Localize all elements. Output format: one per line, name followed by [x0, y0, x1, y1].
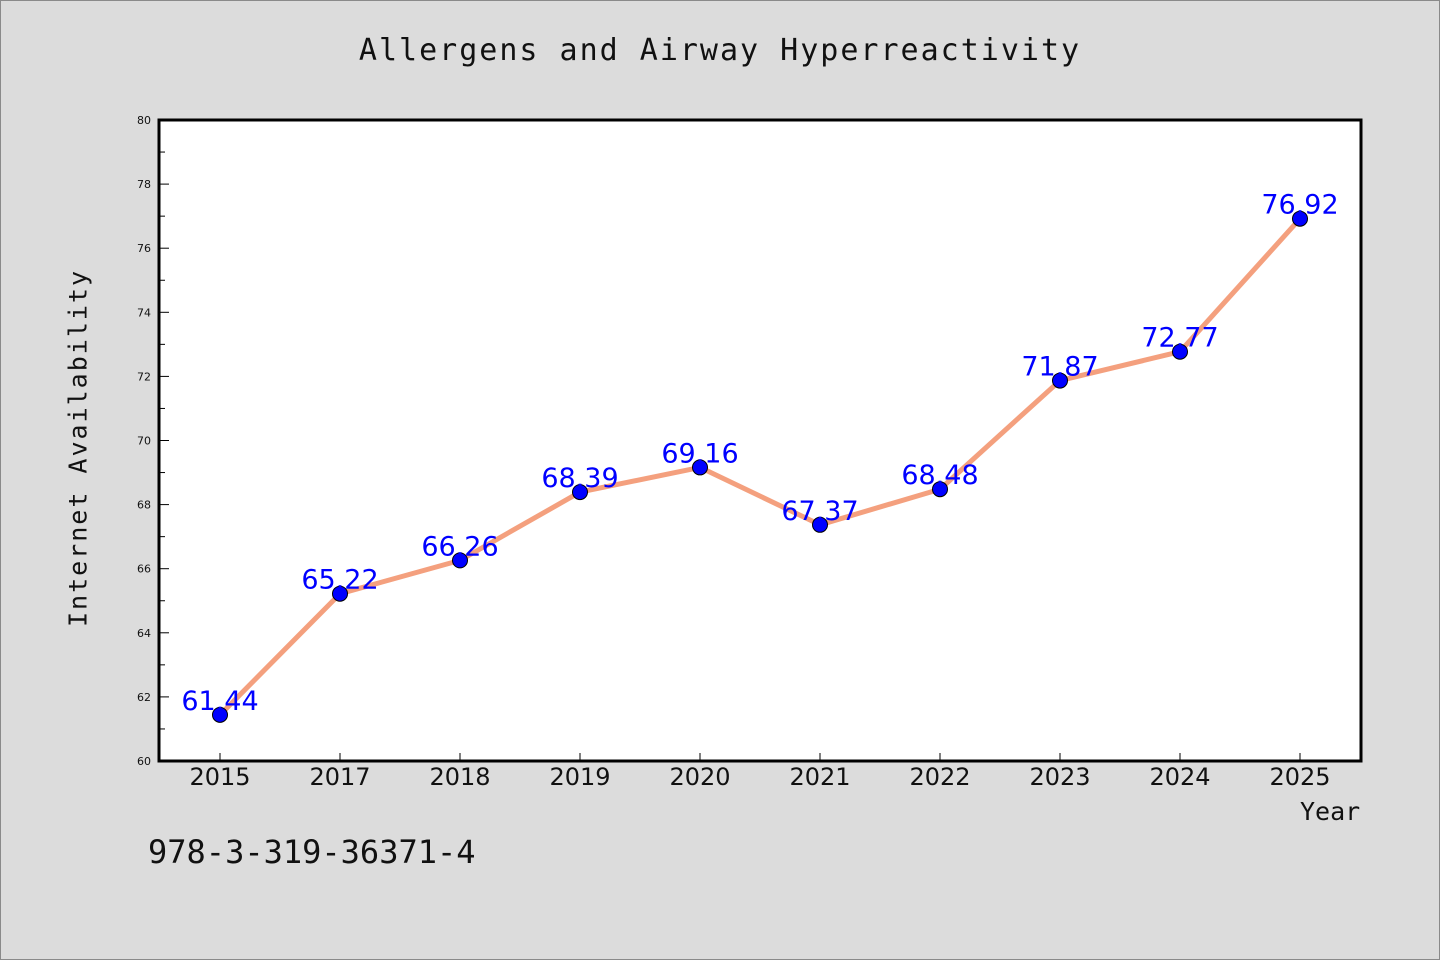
x-tick-label: 2019: [549, 763, 610, 791]
series-group: 61.44 65.22 66.26 68.39 69.16 67.37 68.48 71.87…: [181, 190, 1339, 723]
data-point: [1052, 372, 1068, 389]
x-tick-label: 2025: [1269, 763, 1330, 791]
y-axis: 60 62 64 66 68 70 72 74 76 78 80: [137, 114, 169, 768]
x-tick-label: 2024: [1149, 763, 1210, 791]
data-label: 71.87: [1021, 352, 1098, 383]
data-point: [452, 552, 468, 569]
x-tick-label: 2017: [309, 763, 370, 791]
y-tick-label: 60: [137, 755, 151, 768]
data-label: 68.48: [901, 460, 978, 491]
plot-area: [157, 118, 1363, 763]
data-point: [932, 481, 948, 498]
data-point: [1172, 343, 1188, 360]
isbn-footnote: 978-3-319-36371-4: [148, 833, 476, 871]
x-axis-label: Year: [1300, 797, 1361, 826]
data-label: 68.39: [541, 463, 618, 494]
data-label: 66.26: [421, 531, 498, 562]
y-tick-label: 72: [137, 370, 151, 383]
data-label: 61.44: [181, 686, 258, 717]
y-tick-label: 74: [137, 306, 151, 319]
data-point: [692, 459, 708, 476]
series-line: [217, 216, 1303, 718]
x-axis: 2015 2017 2018 2019 2020 2021 2022 2023 2024 2025: [189, 753, 1331, 791]
chart-title: Allergens and Airway Hyperreactivity: [358, 33, 1082, 68]
data-label: 69.16: [661, 438, 738, 469]
y-tick-label: 64: [137, 627, 151, 640]
y-tick-label: 76: [137, 242, 151, 255]
y-tick-label: 70: [137, 435, 151, 448]
y-tick-label: 78: [137, 178, 151, 191]
x-tick-label: 2023: [1029, 763, 1090, 791]
y-tick-label: 62: [137, 691, 151, 704]
x-tick-label: 2021: [789, 763, 850, 791]
data-point: [812, 516, 828, 533]
data-label: 76.92: [1261, 190, 1338, 221]
data-label: 65.22: [301, 565, 378, 596]
data-label: 67.37: [781, 496, 858, 527]
data-point: [212, 706, 228, 723]
data-label: 72.77: [1141, 323, 1218, 354]
y-tick-label: 68: [137, 499, 151, 512]
x-tick-label: 2018: [429, 763, 490, 791]
y-tick-label: 66: [137, 563, 151, 576]
x-tick-label: 2020: [669, 763, 730, 791]
data-point: [572, 484, 588, 501]
x-tick-label: 2015: [189, 763, 250, 791]
data-point: [332, 585, 348, 602]
x-tick-label: 2022: [909, 763, 970, 791]
y-tick-label: 80: [137, 114, 151, 127]
data-point: [1292, 210, 1308, 227]
